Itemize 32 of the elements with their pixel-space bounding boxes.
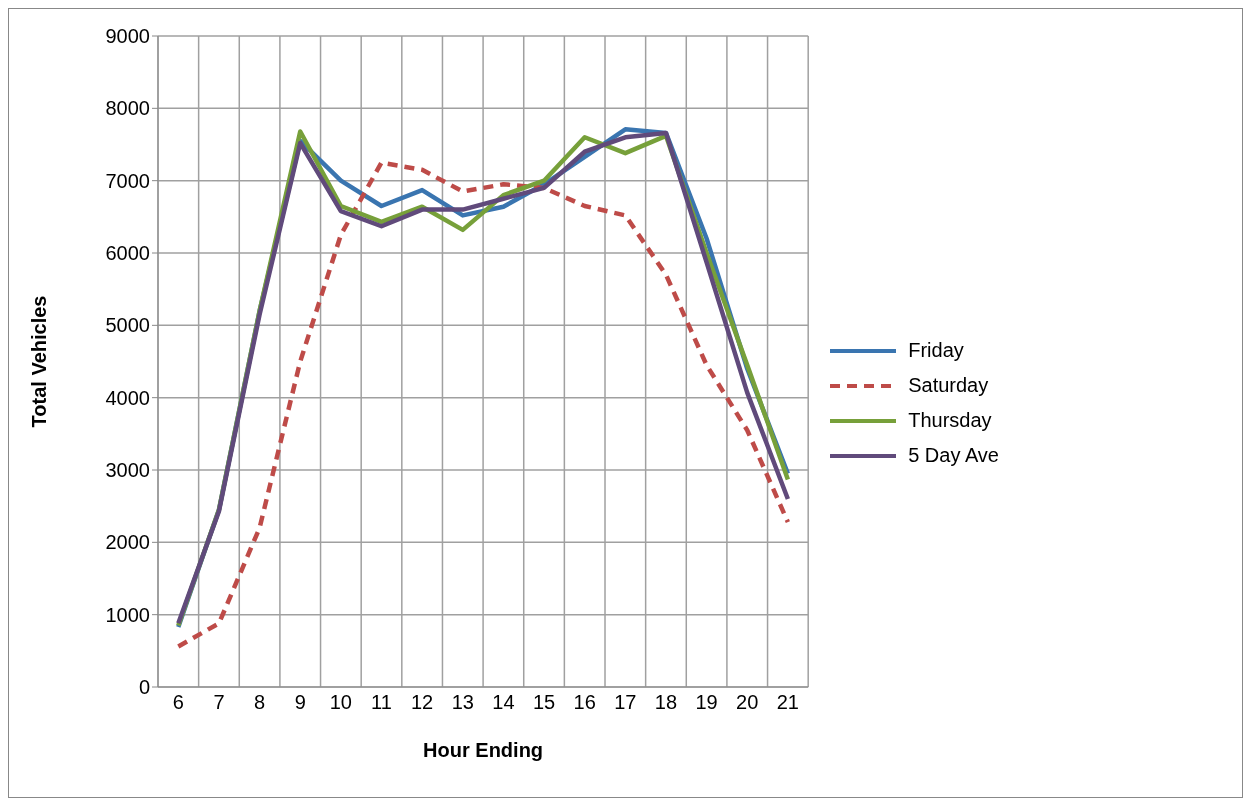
x-tick-label: 16 [573, 691, 596, 714]
legend-label: Saturday [908, 374, 989, 397]
y-tick-label: 6000 [105, 242, 150, 265]
x-tick-label: 18 [654, 691, 678, 714]
y-tick-label: 0 [138, 676, 150, 699]
y-axis-title: Total Vehicles [28, 295, 51, 428]
y-tick-label: 8000 [105, 97, 150, 120]
y-tick-label: 2000 [105, 531, 150, 554]
x-tick-label: 9 [294, 691, 306, 714]
legend-label: 5 Day Ave [908, 444, 999, 467]
x-tick-label: 8 [254, 691, 266, 714]
legend-label: Friday [908, 339, 964, 362]
y-tick-label: 4000 [105, 386, 150, 409]
x-tick-label: 6 [172, 691, 184, 714]
y-tick-label: 9000 [105, 25, 150, 48]
x-tick-label: 14 [492, 691, 515, 714]
x-tick-label: 13 [451, 691, 474, 714]
legend-label: Thursday [908, 409, 992, 432]
y-tick-label: 3000 [105, 459, 150, 482]
x-tick-label: 7 [213, 691, 225, 714]
x-tick-label: 17 [614, 691, 637, 714]
y-tick-label: 5000 [105, 314, 150, 337]
y-tick-label: 7000 [105, 169, 150, 192]
x-axis-title: Hour Ending [423, 739, 544, 761]
x-tick-label: 12 [411, 691, 434, 714]
x-tick-label: 20 [736, 691, 759, 714]
x-tick-label: 11 [371, 691, 392, 714]
x-tick-label: 21 [776, 691, 799, 714]
x-tick-label: 19 [695, 691, 718, 714]
x-tick-label: 15 [532, 691, 556, 714]
y-tick-label: 1000 [105, 603, 150, 626]
x-tick-label: 10 [329, 691, 352, 714]
